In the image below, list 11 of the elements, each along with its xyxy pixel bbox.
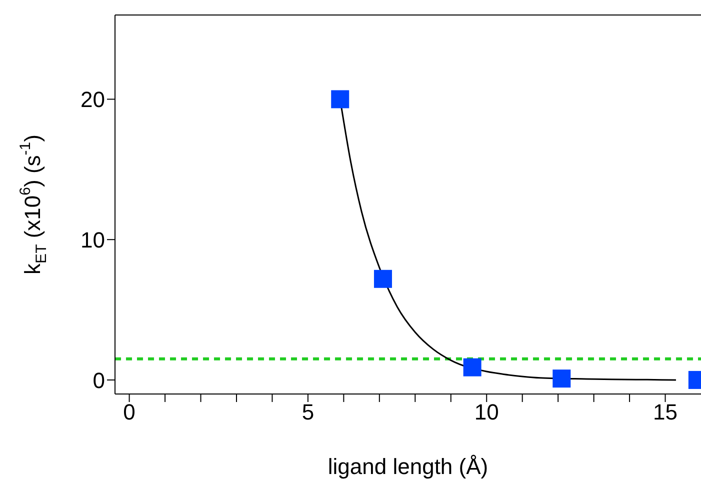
point bbox=[331, 90, 350, 108]
point bbox=[463, 358, 482, 376]
x-tick-label: 5 bbox=[302, 400, 314, 425]
x-tick-label: 0 bbox=[123, 400, 136, 425]
y-tick-label: 0 bbox=[92, 368, 105, 393]
point bbox=[374, 270, 392, 288]
y-tick-label: 10 bbox=[80, 227, 105, 252]
x-axis-title: ligand length (Å) bbox=[328, 454, 488, 479]
x-tick-label: 15 bbox=[653, 400, 678, 425]
x-tick-label: 10 bbox=[474, 400, 499, 425]
y-tick-label: 20 bbox=[80, 87, 105, 112]
